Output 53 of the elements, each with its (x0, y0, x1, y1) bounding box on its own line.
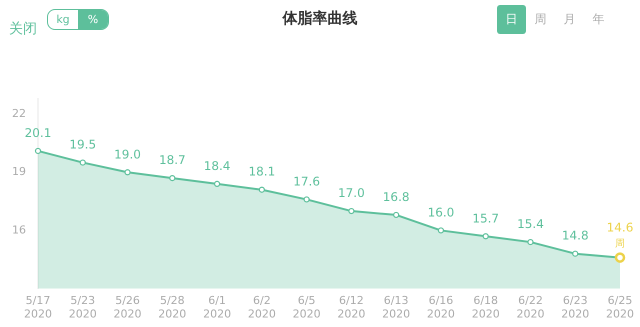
x-tick-label: 6/22 2020 (516, 294, 544, 320)
text: 关闭 (9, 20, 37, 38)
x-tick-label: 6/5 2020 (292, 294, 321, 320)
y-tick-label: 19 (12, 165, 26, 178)
data-label: 16.8 (382, 190, 410, 204)
x-tick-label: 6/2 2020 (248, 294, 276, 320)
data-label: 14.8 (562, 228, 589, 243)
data-label: 18.4 (204, 158, 230, 173)
text: 月 (562, 11, 576, 28)
data-label: 15.4 (517, 217, 544, 232)
data-label: 17.6 (293, 174, 320, 188)
text: kg (55, 12, 71, 28)
point (80, 159, 86, 166)
point (214, 180, 220, 188)
x-tick-label: 6/13 2020 (382, 294, 410, 320)
x-tick-label: 6/18 2020 (472, 294, 500, 320)
point (258, 186, 265, 193)
x-tick-label: 5/17 2020 (24, 294, 52, 320)
data-label: 18.1 (248, 164, 276, 179)
annotation: 周 (615, 238, 626, 250)
data-label: 14.6 (606, 220, 634, 235)
point (348, 208, 354, 214)
point (482, 233, 489, 240)
y-tick-label: 16 (12, 223, 26, 236)
x-tick-label: 5/26 2020 (114, 294, 142, 320)
point (304, 196, 310, 203)
point (393, 212, 400, 218)
x-tick-label: 6/25 2020 (606, 294, 634, 320)
point (124, 169, 131, 176)
point (34, 148, 42, 154)
data-label: 18.7 (158, 153, 186, 168)
text: 周 (534, 11, 548, 28)
data-label: 17.0 (338, 186, 365, 200)
text: % (78, 10, 108, 29)
y-tick-label: 22 (12, 106, 26, 120)
x-tick-label: 5/23 2020 (68, 294, 97, 320)
chart-title: 体脂率曲线 (282, 9, 358, 27)
data-label: 15.7 (472, 211, 500, 226)
text: 日 (497, 5, 526, 34)
point (572, 250, 578, 257)
data-label: 20.1 (24, 126, 52, 140)
point (438, 227, 444, 234)
x-tick-label: 5/28 2020 (158, 294, 186, 320)
point (169, 174, 176, 182)
data-label: 19.5 (69, 138, 96, 152)
text: 年 (592, 11, 606, 28)
x-tick-label: 6/16 2020 (426, 294, 455, 320)
data-label: 19.0 (114, 147, 141, 162)
data-label: 16.0 (428, 205, 454, 220)
x-tick-label: 6/23 2020 (561, 294, 590, 320)
x-tick-label: 6/12 2020 (337, 294, 366, 320)
x-tick-label: 6/1 2020 (203, 294, 232, 320)
point (527, 238, 534, 246)
